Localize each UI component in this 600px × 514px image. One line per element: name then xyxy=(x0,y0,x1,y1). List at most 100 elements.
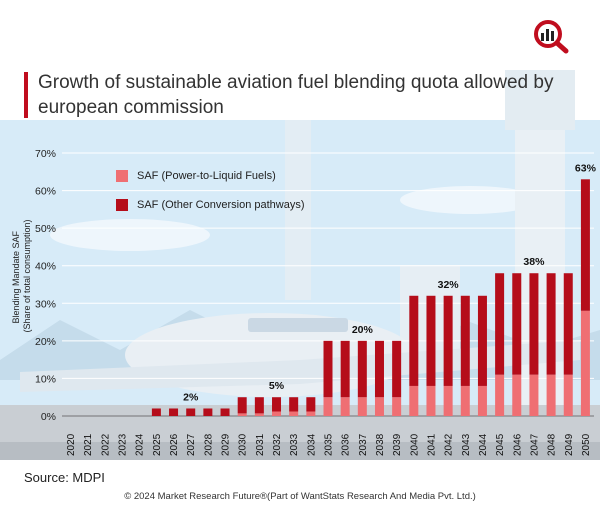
bar-other xyxy=(460,295,470,386)
x-tick-label: 2046 xyxy=(512,433,523,456)
bar-other xyxy=(237,397,247,414)
y-tick-label: 70% xyxy=(35,148,56,160)
bar-ptl xyxy=(546,374,556,416)
bar-other xyxy=(563,273,573,375)
bar-other xyxy=(546,273,556,375)
bar-other xyxy=(374,340,384,398)
x-tick-label: 2027 xyxy=(186,433,197,456)
x-tick-label: 2028 xyxy=(203,433,214,456)
x-tick-label: 2022 xyxy=(100,433,111,456)
chart-title: Growth of sustainable aviation fuel blen… xyxy=(38,72,554,118)
bar-other xyxy=(306,397,316,412)
title-accent-bar xyxy=(24,72,28,118)
bar-other xyxy=(409,295,419,386)
x-tick-label: 2034 xyxy=(306,433,317,456)
bar-ptl xyxy=(477,385,487,416)
bar-ptl xyxy=(357,397,367,416)
bar-ptl xyxy=(409,385,419,416)
y-tick-label: 0% xyxy=(41,411,56,423)
x-tick-label: 2030 xyxy=(238,433,249,456)
x-tick-label: 2048 xyxy=(547,433,558,456)
chart-source: Source: MDPI xyxy=(24,470,105,485)
y-tick-label: 50% xyxy=(35,223,56,235)
x-tick-label: 2041 xyxy=(426,433,437,456)
x-tick-label: 2049 xyxy=(564,433,575,456)
y-tick-label: 20% xyxy=(35,336,56,348)
x-tick-label: 2026 xyxy=(169,433,180,456)
data-label: 32% xyxy=(438,279,460,291)
bar-ptl xyxy=(580,310,590,416)
x-tick-label: 2050 xyxy=(581,433,592,456)
x-tick-label: 2045 xyxy=(495,433,506,456)
x-tick-label: 2036 xyxy=(341,433,352,456)
bar-other xyxy=(580,179,590,311)
data-label: 5% xyxy=(269,380,285,392)
bar-ptl xyxy=(323,397,333,416)
bar-ptl xyxy=(460,385,470,416)
data-label: 2% xyxy=(183,391,199,403)
y-tick-label: 30% xyxy=(35,298,56,310)
bar-other xyxy=(340,340,350,398)
data-label: 20% xyxy=(352,324,374,336)
bar-other xyxy=(203,408,213,416)
y-tick-label: 40% xyxy=(35,261,56,273)
bar-ptl xyxy=(512,374,522,416)
bar-other xyxy=(443,295,453,386)
x-tick-label: 2032 xyxy=(272,433,283,456)
bar-ptl xyxy=(563,374,573,416)
chart-annotations: 2% 5% 20% 32% 38% 63% xyxy=(183,162,596,403)
bar-other xyxy=(289,397,299,412)
bar-ptl xyxy=(306,411,316,416)
brand-logo-icon xyxy=(534,20,569,54)
legend-label-ptl: SAF (Power-to-Liquid Fuels) xyxy=(137,170,276,182)
bar-other xyxy=(426,295,436,386)
y-axis-ticks: 0% 10% 20% 30% 40% 50% 60% 70% xyxy=(35,148,56,423)
y-tick-label: 60% xyxy=(35,186,56,198)
bar-ptl xyxy=(495,374,505,416)
x-tick-label: 2025 xyxy=(152,433,163,456)
bar-other xyxy=(169,408,179,416)
x-tick-label: 2024 xyxy=(135,433,146,456)
legend-label-other: SAF (Other Conversion pathways) xyxy=(137,199,305,211)
bar-ptl xyxy=(529,374,539,416)
bar-other xyxy=(357,340,367,398)
bar-other xyxy=(186,408,196,416)
x-tick-label: 2037 xyxy=(358,433,369,456)
x-tick-label: 2020 xyxy=(66,433,77,456)
bar-other xyxy=(495,273,505,375)
bar-ptl xyxy=(426,385,436,416)
bar-ptl xyxy=(374,397,384,416)
bar-ptl xyxy=(272,411,282,416)
x-tick-label: 2031 xyxy=(255,433,266,456)
x-tick-label: 2044 xyxy=(478,433,489,456)
x-tick-label: 2021 xyxy=(83,433,94,456)
x-tick-label: 2038 xyxy=(375,433,386,456)
x-tick-label: 2040 xyxy=(409,433,420,456)
x-tick-label: 2033 xyxy=(289,433,300,456)
x-tick-label: 2023 xyxy=(118,433,129,456)
bar-other xyxy=(220,408,230,416)
x-tick-label: 2035 xyxy=(324,433,335,456)
chart-copyright: © 2024 Market Research Future®(Part of W… xyxy=(124,491,476,502)
bar-other xyxy=(272,397,282,412)
y-tick-label: 10% xyxy=(35,373,56,385)
y-axis-label: Blending Mandate SAF (Share of total con… xyxy=(11,219,32,332)
x-tick-label: 2047 xyxy=(529,433,540,456)
legend-item-ptl: SAF (Power-to-Liquid Fuels) xyxy=(116,170,276,182)
bar-other xyxy=(529,273,539,375)
chart-bars xyxy=(151,179,590,416)
data-label: 63% xyxy=(575,162,597,174)
bar-ptl xyxy=(254,413,264,416)
bar-ptl xyxy=(237,413,247,416)
x-tick-label: 2043 xyxy=(461,433,472,456)
bar-ptl xyxy=(443,385,453,416)
x-tick-label: 2042 xyxy=(444,433,455,456)
bar-ptl xyxy=(289,411,299,416)
legend-swatch-ptl xyxy=(116,170,128,182)
x-axis-ticks: 2020 2021 2022 2023 2024 2025 2026 2027 2028 2029… xyxy=(66,433,592,456)
legend-item-other: SAF (Other Conversion pathways) xyxy=(116,199,305,211)
x-tick-label: 2039 xyxy=(392,433,403,456)
bar-other xyxy=(254,397,264,414)
x-tick-label: 2029 xyxy=(221,433,232,456)
bar-other xyxy=(392,340,402,398)
